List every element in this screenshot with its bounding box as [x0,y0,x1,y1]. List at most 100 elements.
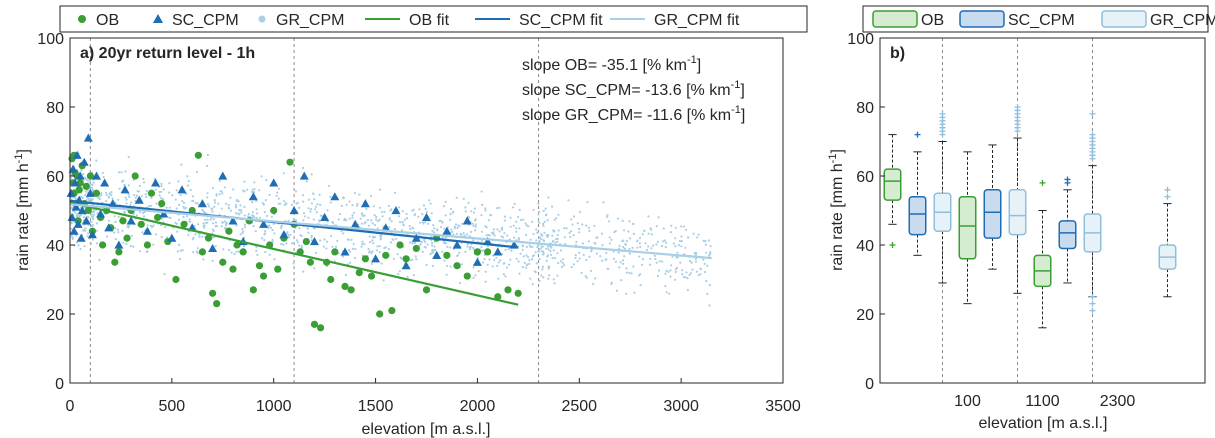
gr-point [247,215,250,218]
gr-point [234,206,237,209]
gr-point [656,274,660,277]
gr-point [470,210,473,213]
gr-point [256,212,259,215]
gr-point [107,219,110,222]
gr-point [220,225,223,228]
sc-point [126,216,136,225]
gr-point [484,207,487,210]
gr-point [408,224,411,228]
sc-point [208,243,218,253]
gr-point [397,206,401,209]
gr-point [255,199,258,202]
gr-point [168,191,171,194]
gr-point [628,247,631,251]
gr-point [350,238,353,241]
gr-point [382,279,385,282]
legend-a-label-1: SC_CPM [172,12,239,29]
gr-point [525,224,528,227]
gr-point [502,236,505,239]
gr-point [296,201,299,204]
gr-point [531,255,535,258]
ob-point [484,248,492,256]
gr-point [310,173,313,176]
gr-point [70,177,73,180]
outlier [1089,300,1096,307]
gr-point [241,231,244,234]
gr-point [182,215,185,219]
gr-point [624,243,627,246]
gr-point [648,263,652,266]
gr-point [565,227,568,230]
gr-point [689,272,692,275]
gr-point [520,218,523,222]
gr-point [409,259,412,262]
gr-point [641,233,644,236]
gr-point [306,227,310,230]
gr-point [621,219,624,222]
gr-point [425,263,428,267]
ob-point [115,248,123,256]
x-tick-label-a: 1500 [358,398,394,415]
gr-point [298,206,301,209]
gr-point [668,292,671,295]
gr-point [542,252,545,255]
gr-point [348,200,351,203]
gr-point [664,272,667,275]
gr-point [223,186,226,189]
gr-point [486,245,489,248]
gr-point [466,242,470,246]
gr-point [560,265,564,268]
gr-point [84,190,87,193]
y-tick-label-b: 100 [847,31,874,48]
gr-point [237,250,240,253]
gr-point [545,259,548,262]
gr-point [564,243,567,246]
gr-point [204,218,207,221]
gr-point [125,202,128,205]
gr-point [588,255,591,258]
gr-point [572,263,576,266]
gr-point [497,261,500,264]
x-tick-label-a: 0 [66,398,75,415]
gr-point [485,226,488,229]
gr-point [152,243,155,246]
gr-point [379,238,382,241]
gr-point [526,255,530,259]
gr-point [144,193,147,196]
gr-point [708,284,712,287]
gr-point [702,258,705,261]
outlier [1089,293,1096,300]
panel-label-a: a) 20yr return level - 1h [80,45,255,62]
sc-point [100,178,110,187]
gr-point [337,218,340,221]
gr-point [88,180,91,183]
gr-point [163,273,166,276]
gr-point [593,224,596,227]
gr-point [455,196,458,199]
gr-point [542,222,545,225]
gr-point [484,280,487,283]
gr-point [637,274,641,277]
gr-point [300,246,303,249]
ob-point [86,172,94,180]
ob-point [347,286,355,294]
gr-point [432,224,435,227]
gr-point [271,228,274,232]
gr-point [623,255,626,258]
gr-point [553,218,556,221]
outlier [1089,307,1096,314]
gr-point [457,254,460,257]
gr-point [392,238,395,241]
gr-point [429,202,432,205]
gr-point [430,244,434,247]
ob-point [504,286,512,294]
gr-point [162,188,165,191]
gr-point [96,212,99,215]
gr-point [312,218,315,221]
y-axis-label-a-sup: -1 [13,154,25,164]
legend-b-swatch-2 [1101,10,1147,28]
gr-point [542,276,545,279]
gr-point [441,250,444,253]
gr-point [686,277,689,280]
gr-point [241,228,244,231]
